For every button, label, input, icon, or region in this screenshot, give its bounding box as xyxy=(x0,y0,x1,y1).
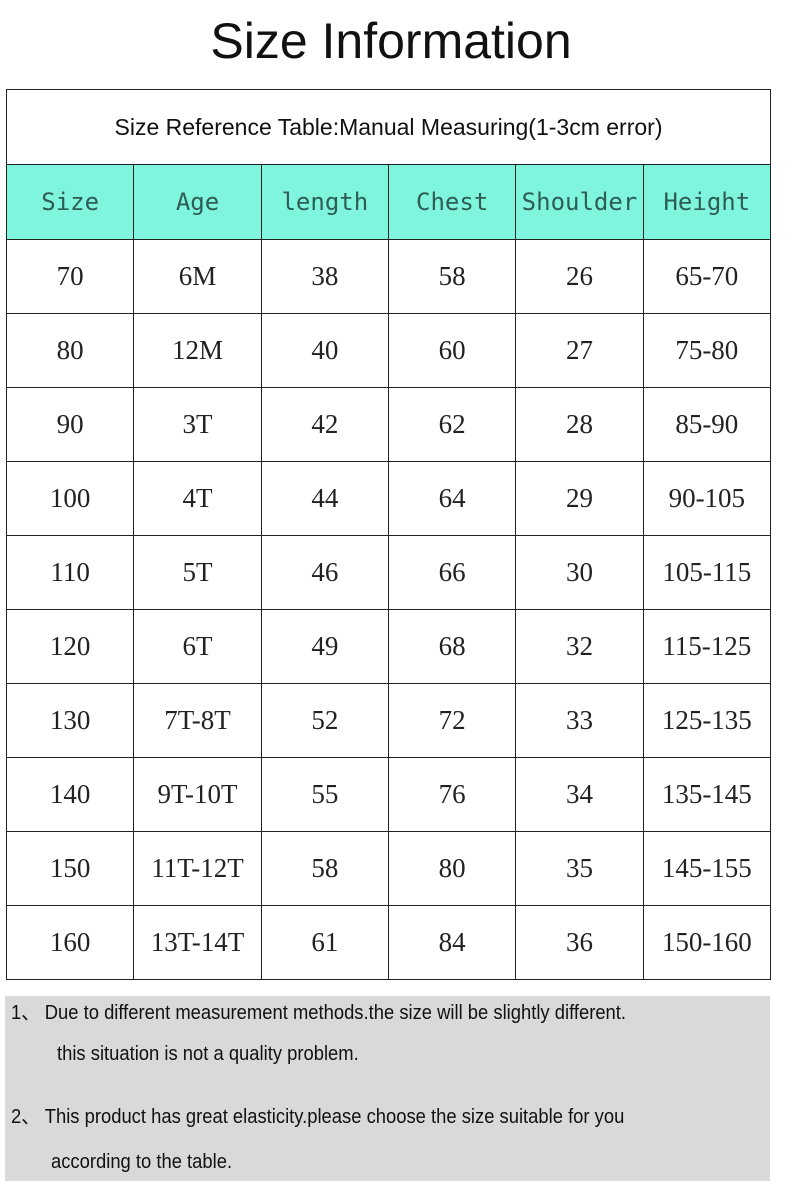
table-cell: 35 xyxy=(515,831,644,906)
table-cell: 34 xyxy=(515,757,644,832)
table-cell: 80 xyxy=(5,313,135,388)
table-cell: 28 xyxy=(515,387,644,462)
column-header: length xyxy=(260,164,389,240)
table-row: 140 9T-10T 55 76 34 135-145 xyxy=(5,757,772,832)
column-header: Chest xyxy=(387,164,517,240)
table-row: 160 13T-14T 61 84 36 150-160 xyxy=(5,905,772,980)
table-cell: 46 xyxy=(260,535,389,610)
table-cell: 33 xyxy=(515,683,644,758)
table-row: 130 7T-8T 52 72 33 125-135 xyxy=(5,683,772,758)
notes-box: 1、 Due to different measurement methods.… xyxy=(5,996,770,1181)
table-cell: 13T-14T xyxy=(133,905,262,980)
table-cell: 6M xyxy=(133,239,262,314)
column-header: Age xyxy=(133,164,262,240)
table-cell: 75-80 xyxy=(642,313,772,388)
table-cell: 27 xyxy=(515,313,644,388)
table-cell: 58 xyxy=(387,239,517,314)
page-title: Size Information xyxy=(210,13,572,69)
table-cell: 145-155 xyxy=(642,831,772,906)
table-row: 110 5T 46 66 30 105-115 xyxy=(5,535,772,610)
table-cell: 42 xyxy=(260,387,389,462)
table-row: 120 6T 49 68 32 115-125 xyxy=(5,609,772,684)
table-row: 150 11T-12T 58 80 35 145-155 xyxy=(5,831,772,906)
table-cell: 7T-8T xyxy=(133,683,262,758)
table-cell: 64 xyxy=(387,461,517,536)
table-cell: 29 xyxy=(515,461,644,536)
table-caption: Size Reference Table:Manual Measuring(1-… xyxy=(6,89,771,165)
table-cell: 80 xyxy=(387,831,517,906)
table-row: 100 4T 44 64 29 90-105 xyxy=(5,461,772,536)
table-row: 70 6M 38 58 26 65-70 xyxy=(5,239,772,314)
table-cell: 6T xyxy=(133,609,262,684)
table-cell: 160 xyxy=(5,905,135,980)
table-cell: 76 xyxy=(387,757,517,832)
table-cell: 125-135 xyxy=(642,683,772,758)
column-header: Height xyxy=(642,164,772,240)
note-2: 2、 This product has great elasticity.ple… xyxy=(11,1106,625,1128)
table-cell: 62 xyxy=(387,387,517,462)
table-cell: 5T xyxy=(133,535,262,610)
column-header: Size xyxy=(5,164,135,240)
note-1: 1、 Due to different measurement methods.… xyxy=(11,1002,627,1024)
table-cell: 110 xyxy=(5,535,135,610)
note-1-cont: this situation is not a quality problem. xyxy=(57,1043,359,1065)
table-cell: 100 xyxy=(5,461,135,536)
table-cell: 38 xyxy=(260,239,389,314)
table-cell: 3T xyxy=(133,387,262,462)
table-cell: 130 xyxy=(5,683,135,758)
table-cell: 68 xyxy=(387,609,517,684)
table-cell: 44 xyxy=(260,461,389,536)
table-cell: 70 xyxy=(5,239,135,314)
table-cell: 65-70 xyxy=(642,239,772,314)
table-cell: 140 xyxy=(5,757,135,832)
table-cell: 40 xyxy=(260,313,389,388)
table-cell: 52 xyxy=(260,683,389,758)
size-table: Size Reference Table:Manual Measuring(1-… xyxy=(5,89,772,980)
table-cell: 55 xyxy=(260,757,389,832)
table-cell: 60 xyxy=(387,313,517,388)
table-cell: 26 xyxy=(515,239,644,314)
table-cell: 4T xyxy=(133,461,262,536)
table-cell: 90-105 xyxy=(642,461,772,536)
table-cell: 32 xyxy=(515,609,644,684)
table-cell: 115-125 xyxy=(642,609,772,684)
table-cell: 66 xyxy=(387,535,517,610)
table-cell: 30 xyxy=(515,535,644,610)
table-cell: 105-115 xyxy=(642,535,772,610)
column-header: Shoulder xyxy=(515,164,644,240)
header-row: Size Age length Chest Shoulder Height xyxy=(5,164,772,240)
table-cell: 36 xyxy=(515,905,644,980)
table-cell: 85-90 xyxy=(642,387,772,462)
table-cell: 9T-10T xyxy=(133,757,262,832)
table-cell: 12M xyxy=(133,313,262,388)
table-cell: 150-160 xyxy=(642,905,772,980)
note-2-cont: according to the table. xyxy=(51,1151,233,1173)
table-cell: 49 xyxy=(260,609,389,684)
table-cell: 120 xyxy=(5,609,135,684)
table-cell: 61 xyxy=(260,905,389,980)
table-cell: 58 xyxy=(260,831,389,906)
table-cell: 11T-12T xyxy=(133,831,262,906)
table-row: 80 12M 40 60 27 75-80 xyxy=(5,313,772,388)
table-cell: 150 xyxy=(5,831,135,906)
table-cell: 135-145 xyxy=(642,757,772,832)
table-cell: 84 xyxy=(387,905,517,980)
table-row: 90 3T 42 62 28 85-90 xyxy=(5,387,772,462)
table-cell: 72 xyxy=(387,683,517,758)
table-cell: 90 xyxy=(5,387,135,462)
